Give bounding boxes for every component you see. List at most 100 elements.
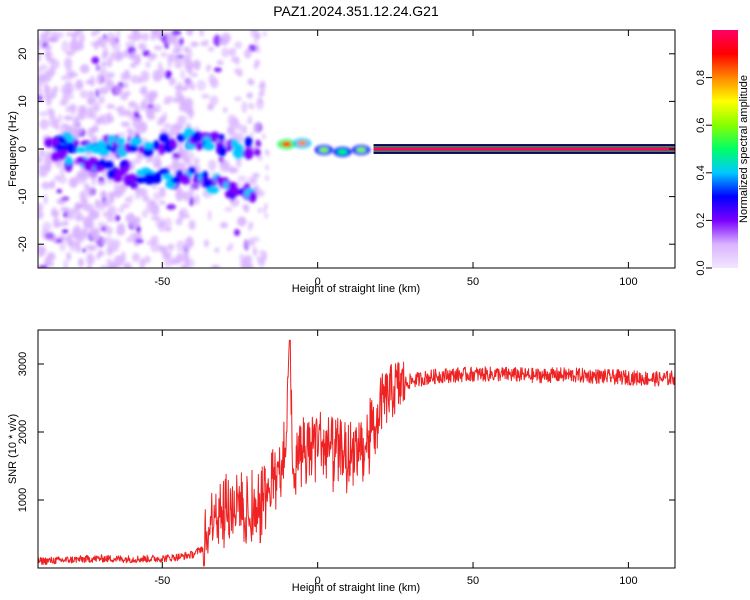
noise-blob [133,216,141,222]
band-blob [158,168,170,175]
noise-blob [237,216,247,227]
noise-blob [122,262,132,268]
noise-blob [103,236,113,245]
carrier-line [373,144,675,154]
noise-blob [107,192,115,205]
noise-blob [109,51,116,61]
carrier-blob-core [318,147,329,153]
noise-blob [134,190,141,200]
noise-blob [256,255,261,262]
noise-blob [38,210,44,220]
band-blob [130,137,142,146]
noise-blob [117,207,125,213]
noise-blob [88,90,95,97]
spectrogram-marks [38,30,675,268]
noise-blob [190,72,199,78]
noise-blob [179,207,189,219]
noise-blob [141,32,150,41]
noise-blob [252,173,260,178]
noise-blob [42,246,47,255]
noise-blob [72,127,83,135]
band-blob [76,156,86,164]
spectrogram-x-axis: -50 0 50 100 [154,30,638,288]
band-blob [120,166,128,175]
noise-blob [122,82,129,89]
carrier-blobs [277,138,371,157]
noise-blob [60,206,70,212]
noise-blob [163,100,172,105]
noise-blob [239,253,244,263]
noise-blob [234,119,240,131]
noise-blob [184,236,194,249]
noise-blob [86,222,94,227]
noise-blob [242,125,247,135]
noise-blob [91,175,97,186]
noise-blob [175,54,185,59]
snr-x-axis-label: Height of straight line (km) [292,582,420,594]
spectrogram-panel: -50 0 50 100 -20 -10 0 10 20 Height of straight… [7,29,676,295]
noise-blob [213,34,222,47]
noise-blob [158,200,166,205]
band-blob [143,142,154,150]
noise-blob [172,48,182,54]
noise-blob [160,188,165,197]
noise-blob [49,180,56,190]
noise-blob [201,93,210,99]
noise-blob [209,95,219,106]
noise-blob [177,147,185,157]
noise-blob [90,41,99,47]
carrier-blob-core [281,141,292,147]
noise-blob [136,53,141,65]
band-blob [107,169,115,179]
y-tick-label: 10 [17,95,29,107]
noise-blob [94,104,99,113]
noise-blob [70,231,81,239]
colorbar-label: Normalized spectral amplitude [738,75,750,223]
noise-blob [150,242,161,253]
noise-blob [152,191,162,201]
noise-blob [98,95,106,104]
colorbar-gradient [712,30,738,268]
noise-blob [44,231,54,241]
noise-blob [179,37,184,46]
colorbar-ticks: 0.0 0.2 0.4 0.6 0.8 [695,70,712,276]
noise-blob [110,241,120,251]
noise-blob [38,75,46,86]
noise-blob [69,39,79,52]
noise-blob [188,187,194,198]
noise-blob [249,221,254,228]
band-blob [188,167,196,174]
noise-blob [246,92,253,99]
band-blob [152,140,160,150]
noise-blob [130,50,136,60]
noise-blob [244,204,250,213]
noise-blob [65,68,74,74]
noise-blob [250,178,255,185]
noise-blob [50,31,60,43]
noise-blob [172,97,181,103]
noise-blob [261,133,266,140]
carrier-blob-core [297,140,308,146]
band-blob [218,133,225,142]
noise-blob [168,77,174,86]
band-blob [98,159,106,167]
noise-blob [143,255,151,264]
noise-blob [256,47,261,54]
colorbar-tick-label: 0.0 [695,260,707,275]
noise-blob [139,258,146,268]
noise-blob [100,190,108,199]
noise-blob [233,228,240,237]
noise-blob [137,76,143,84]
noise-blob [59,166,65,178]
noise-blob [61,229,69,234]
x-tick-label: 100 [619,276,637,288]
noise-blob [44,45,52,51]
noise-blob [241,101,248,114]
noise-blob [133,157,142,165]
noise-blob [208,73,216,86]
noise-blob [248,44,258,52]
carrier-blob-core [337,149,348,155]
band-blob [201,170,209,180]
noise-blob [114,84,123,95]
